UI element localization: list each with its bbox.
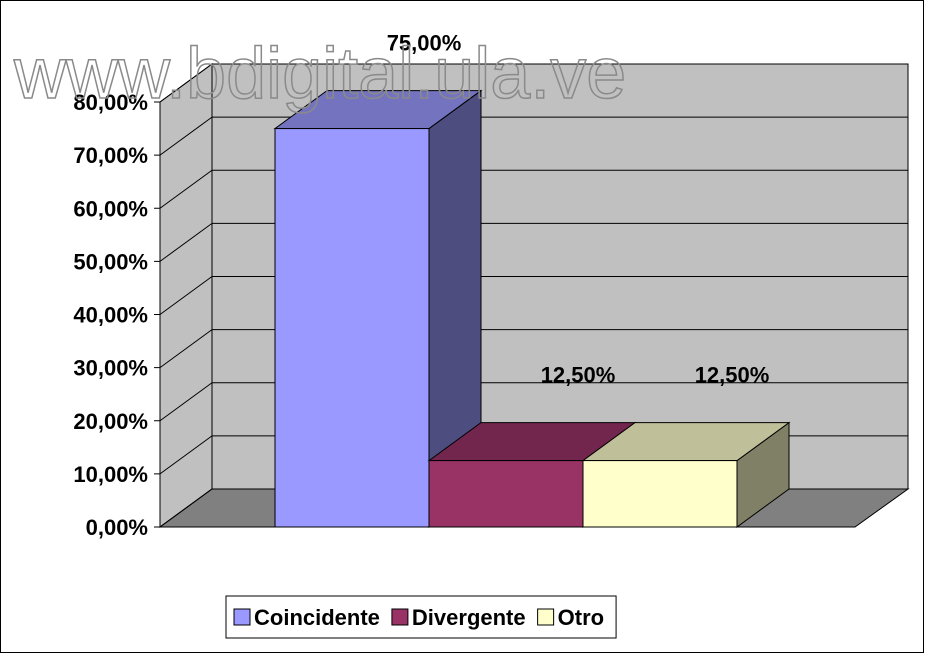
legend-swatch (233, 608, 251, 626)
legend: Coincidente Divergente Otro (225, 595, 617, 639)
bar (428, 460, 584, 528)
grid-line (159, 169, 213, 209)
y-tick-label: 80,00% (73, 90, 148, 115)
legend-label: Divergente (412, 605, 526, 630)
y-tick-label: 70,00% (73, 143, 148, 168)
grid-line (159, 329, 213, 369)
legend-swatch (537, 608, 555, 626)
grid-line (159, 276, 213, 315)
data-label: 12,50% (695, 363, 770, 388)
legend-label: Coincidente (254, 605, 380, 630)
y-tick-label: 0,00% (86, 515, 148, 540)
bar (582, 460, 738, 528)
legend-swatch (391, 608, 409, 626)
y-tick-label: 50,00% (73, 249, 148, 274)
grid-line (159, 382, 213, 422)
y-tick-label: 30,00% (73, 356, 148, 381)
y-tick-label: 10,00% (73, 462, 148, 487)
grid-line (159, 435, 213, 475)
grid-line (159, 63, 213, 103)
y-tick-label: 40,00% (73, 303, 148, 328)
bar (274, 128, 430, 528)
grid-line (159, 116, 213, 156)
watermark: www.bdigital.ula.ve (13, 34, 626, 114)
grid-line (159, 488, 213, 528)
legend-label: Otro (558, 605, 604, 630)
data-label: 75,00% (387, 31, 462, 56)
y-tick-label: 20,00% (73, 409, 148, 434)
grid-line (159, 222, 213, 262)
y-tick-label: 60,00% (73, 196, 148, 221)
data-label: 12,50% (541, 363, 616, 388)
